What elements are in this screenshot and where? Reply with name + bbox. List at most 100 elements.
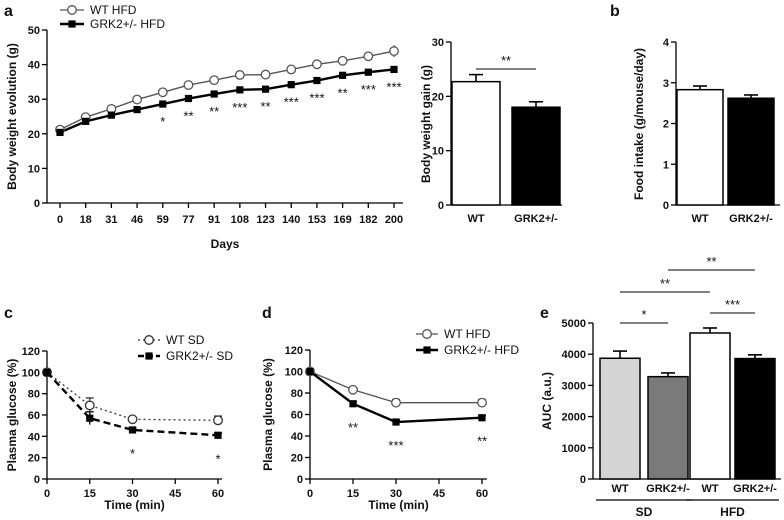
significance-label: ** — [660, 276, 670, 291]
x-tick-label: 0 — [44, 488, 50, 500]
y-tick-label: 40 — [291, 431, 303, 443]
data-point — [82, 117, 90, 125]
y-tick-label: 0 — [580, 474, 586, 486]
y-axis-label: Body weight evolution (g) — [5, 43, 19, 190]
y-tick-label: 1 — [663, 159, 669, 171]
x-tick-label: 46 — [131, 214, 143, 226]
bar — [647, 375, 689, 480]
data-point — [339, 71, 347, 79]
data-point — [260, 69, 271, 80]
bar — [451, 80, 501, 206]
y-tick-label: 2 — [663, 119, 669, 131]
category-label: GRK2+/- — [646, 483, 690, 495]
data-point — [68, 20, 76, 28]
bar — [511, 106, 561, 206]
y-tick-label: 4000 — [562, 349, 586, 361]
data-point — [389, 46, 399, 57]
data-point — [43, 368, 51, 376]
category-label: GRK2+/- — [733, 483, 777, 495]
x-tick-label: 15 — [84, 488, 96, 500]
data-point — [145, 352, 153, 360]
data-point — [422, 329, 432, 339]
bar — [676, 88, 724, 206]
panel-a-bar-chart: 0 10 20 30 Body weight gain (g) WT GRK2+/- ** — [419, 37, 562, 225]
x-tick-label: 182 — [359, 214, 377, 226]
data-point — [363, 51, 374, 62]
data-point — [214, 431, 222, 439]
significance-label: ** — [706, 254, 716, 269]
data-point — [313, 76, 321, 85]
data-point — [286, 64, 297, 75]
data-point — [184, 94, 193, 103]
data-point — [132, 94, 143, 105]
data-point — [107, 111, 115, 119]
y-axis-label: Food intake (g/mouse/day) — [632, 48, 646, 200]
data-point — [86, 414, 94, 422]
significance-label: * — [641, 307, 646, 322]
significance-label: ** — [348, 420, 358, 435]
y-axis-label: Body weight gain (g) — [419, 65, 433, 183]
data-point — [213, 415, 223, 426]
legend-label: WT HFD — [90, 3, 137, 17]
significance-label: *** — [388, 438, 403, 453]
data-point — [337, 55, 348, 66]
y-tick-label: 60 — [28, 410, 40, 422]
data-point — [348, 384, 358, 395]
significance-label: ** — [338, 85, 348, 100]
category-label: WT — [611, 483, 628, 495]
data-point — [477, 397, 487, 408]
significance-label: *** — [725, 297, 740, 312]
y-tick-label: 30 — [28, 94, 40, 106]
data-point — [157, 87, 168, 98]
panel-label-d: d — [262, 305, 272, 322]
bar — [689, 332, 731, 480]
y-tick-label: 5000 — [562, 318, 586, 330]
data-point — [209, 75, 220, 86]
data-point — [392, 418, 400, 426]
significance-label: ** — [209, 104, 219, 119]
x-tick-label: 15 — [347, 488, 359, 500]
significance-label: *** — [361, 82, 376, 97]
y-tick-label: 4 — [663, 37, 670, 49]
significance-label: *** — [386, 79, 401, 94]
series-line — [309, 370, 482, 404]
significance-label: * — [160, 114, 165, 129]
x-tick-label: 59 — [157, 214, 169, 226]
category-label: GRK2+/- — [514, 213, 558, 225]
legend-label: GRK2+/- SD — [166, 349, 233, 363]
series-line — [46, 371, 219, 437]
data-point — [56, 128, 64, 137]
data-point — [84, 400, 95, 411]
x-axis-label: Time (min) — [368, 498, 428, 512]
x-tick-label: 30 — [126, 488, 138, 500]
x-axis-label: Time (min) — [104, 498, 164, 512]
y-tick-label: 0 — [297, 474, 303, 486]
y-tick-label: 3000 — [562, 380, 586, 392]
data-point — [67, 5, 77, 15]
x-tick-label: 169 — [333, 214, 351, 226]
data-point — [349, 400, 357, 408]
legend-label: GRK2+/- HFD — [90, 17, 165, 31]
significance-label: ** — [501, 53, 511, 68]
y-axis-label: AUC (a.u.) — [540, 372, 554, 430]
y-tick-label: 80 — [291, 388, 303, 400]
x-tick-label: 123 — [256, 214, 274, 226]
data-point — [261, 85, 270, 93]
significance-label: ** — [477, 434, 487, 449]
x-axis-label: Days — [211, 237, 240, 251]
significance-label: ** — [260, 99, 270, 114]
y-axis-label: Plasma glucose (%) — [261, 358, 275, 471]
data-point — [478, 414, 486, 422]
y-tick-label: 20 — [291, 453, 303, 465]
y-axis-label: Plasma glucose (%) — [5, 359, 19, 472]
series-line — [46, 371, 219, 421]
data-point — [390, 65, 398, 74]
y-tick-label: 40 — [28, 60, 40, 72]
y-tick-label: 0 — [34, 474, 40, 486]
group-label: SD — [636, 505, 653, 519]
data-point — [236, 86, 244, 94]
y-tick-label: 40 — [28, 431, 40, 443]
x-tick-label: 60 — [212, 488, 224, 500]
y-tick-label: 120 — [285, 345, 303, 357]
data-point — [306, 367, 314, 376]
